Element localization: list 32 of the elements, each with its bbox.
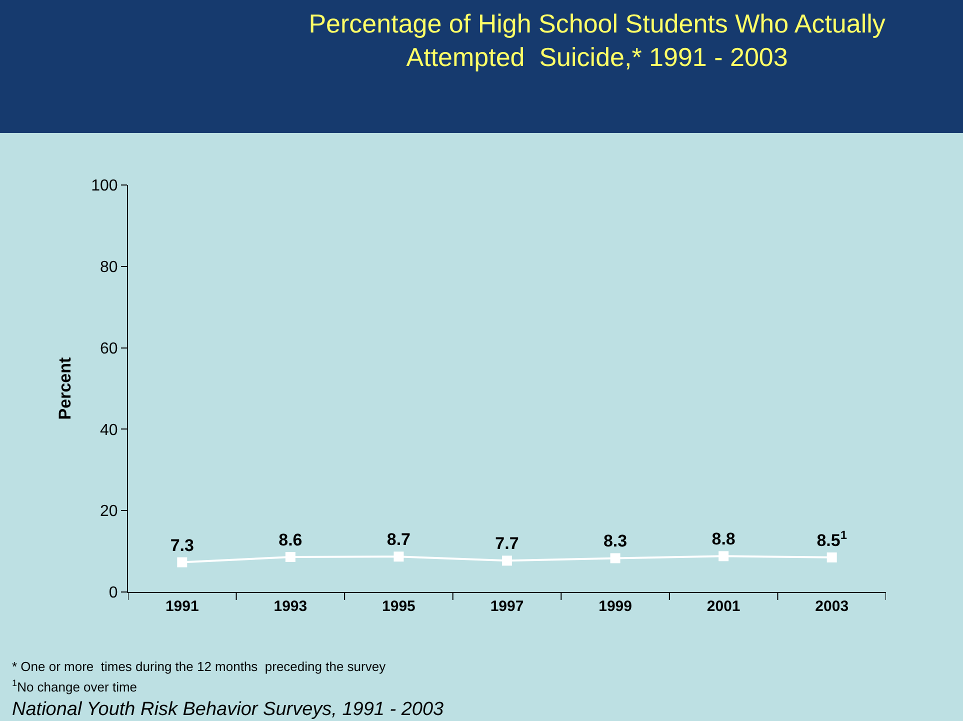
data-label: 7.3: [170, 536, 194, 555]
x-tick-label: 1991: [165, 598, 199, 615]
data-label: 8.3: [603, 532, 628, 551]
chart-title: Percentage of High School Students Who Actually Attempted Suicide,* 1991 - 2003: [308, 8, 886, 72]
y-tick-label: 20: [100, 503, 118, 520]
x-tick-label: 2003: [815, 598, 849, 615]
x-tick-label: 1999: [598, 598, 632, 615]
point: [394, 552, 404, 562]
y-tick-label: 0: [108, 584, 118, 602]
data-label: 8.7: [386, 530, 411, 550]
point: [502, 556, 512, 566]
x-tick-label: 1997: [490, 598, 524, 615]
text: National Youth Risk Behavior Surveys, 1991 - 2003: [12, 699, 444, 720]
point: [610, 553, 620, 564]
data-label: 7.7: [495, 534, 519, 554]
y-tick-label: 80: [100, 259, 118, 276]
text: * One or more times during the 12 months preceding the survey: [12, 659, 386, 674]
x-tick-label: 1995: [382, 598, 416, 615]
point: [718, 551, 729, 562]
x-tick-label: 1993: [274, 598, 308, 615]
data-label: 8.5$^{1}$: [816, 528, 848, 550]
x-tick-label: 2001: [706, 598, 740, 615]
y-axis-title: Percent: [56, 356, 75, 420]
y-tick-label: 100: [91, 178, 118, 195]
text: $^{1}$No change over time: [12, 678, 138, 694]
point: [826, 552, 837, 562]
y-tick-label: 60: [100, 340, 118, 358]
data-label: 8.6: [278, 530, 302, 550]
y-tick-label: 40: [100, 422, 118, 439]
point: [285, 552, 296, 562]
data-label: 8.8: [712, 530, 736, 549]
point: [177, 557, 188, 568]
